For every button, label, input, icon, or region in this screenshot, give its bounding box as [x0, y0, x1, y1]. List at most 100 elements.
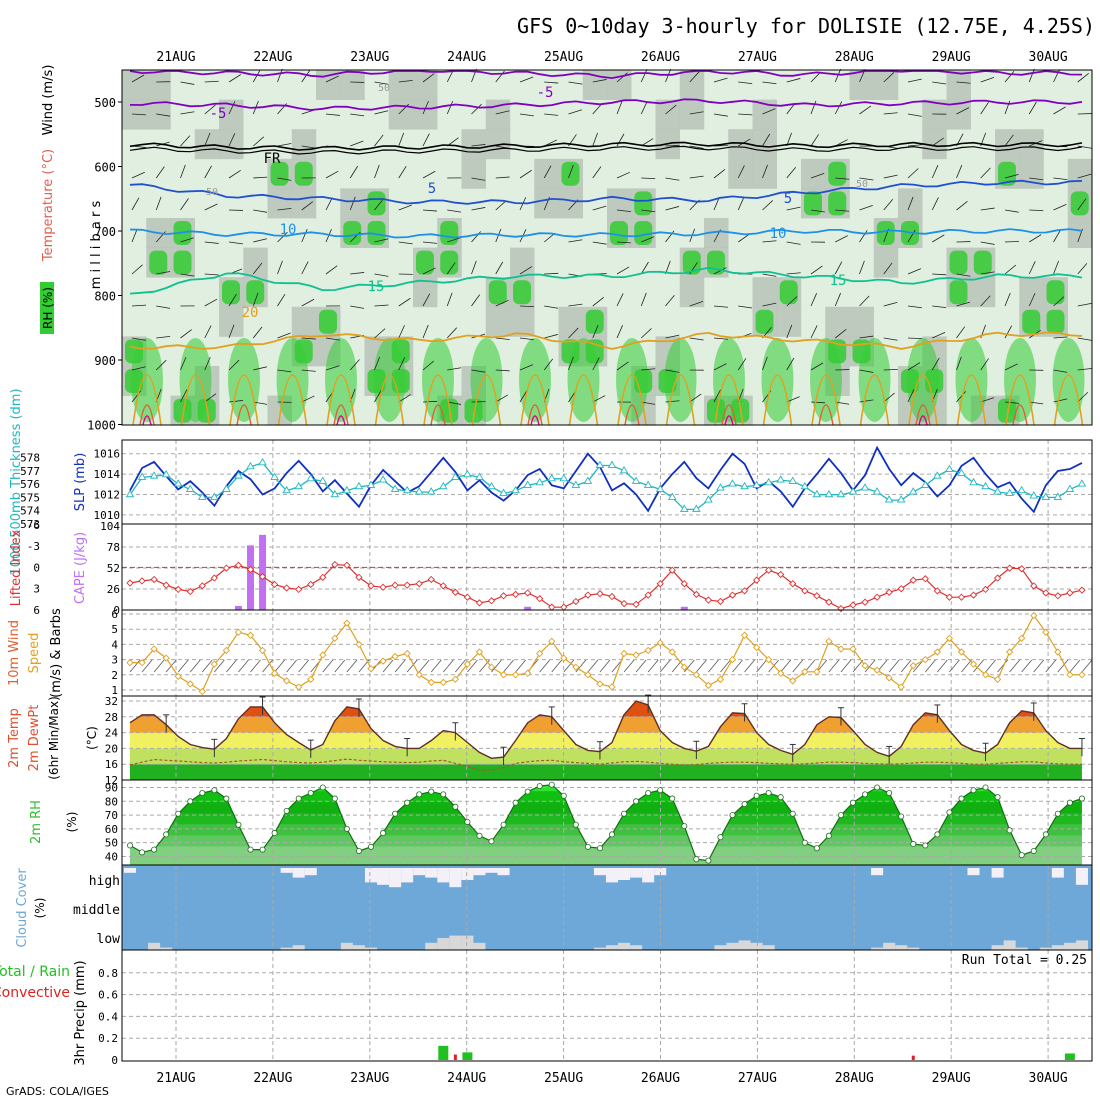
wind10m-panel: 1 2 3 4 5 6 10m Wind Speed (m/s) & Barbs	[7, 608, 1093, 698]
wind-barb	[1077, 302, 1092, 307]
wind-barb	[155, 166, 165, 179]
wind-barb	[422, 170, 436, 179]
wind10-marker	[837, 645, 845, 653]
top-day-labels: 21AUG 22AUG 23AUG 24AUG 25AUG 26AUG 27AUG 28AUG…	[156, 50, 1067, 65]
cloud-low-cell	[425, 942, 438, 950]
wind-barb	[1028, 261, 1036, 275]
wind-barb	[859, 369, 874, 373]
lifted-index-marker	[825, 598, 833, 606]
rh-cell-grey	[219, 129, 244, 160]
wind-barb	[156, 335, 171, 339]
rh2m-marker	[681, 823, 688, 830]
cape-tick-label: 0	[113, 604, 120, 617]
top-day-label: 28AUG	[835, 50, 874, 65]
rh2m-marker	[139, 849, 146, 856]
rh2m-marker	[669, 795, 676, 802]
top-day-label: 29AUG	[932, 50, 971, 65]
lifted-index-marker	[813, 592, 821, 600]
wind-barb	[641, 209, 656, 213]
isotherm-line	[129, 179, 1083, 205]
wind-barb	[374, 164, 380, 179]
rh-label: RH (%)	[41, 287, 55, 329]
rh2m-marker	[693, 856, 700, 863]
wind10-barb	[635, 659, 647, 673]
wind-barb	[1004, 71, 1015, 83]
wind-barb	[1029, 209, 1044, 212]
wind-barb	[1077, 263, 1088, 275]
wind-barb	[883, 392, 895, 403]
lifted-index-marker	[174, 585, 182, 594]
rh-cell-green	[222, 280, 240, 305]
wind10-marker	[825, 637, 833, 645]
wind-barb	[738, 113, 753, 116]
wind-barb	[859, 205, 873, 211]
wind-barb	[180, 164, 186, 179]
li-cape-panel: 0 26 52 78 104 6 3 0 -3 -6 CAPE (J/kg) Lifted Index	[9, 519, 1093, 617]
wind-barb	[1077, 173, 1092, 179]
isotherm-line	[129, 266, 1083, 295]
lifted-index-marker	[415, 580, 423, 588]
wind10-marker	[367, 665, 375, 673]
ytick-label: 700	[94, 225, 116, 239]
rh2m-marker	[705, 857, 712, 864]
wind-barb	[277, 207, 292, 211]
wind-barb	[956, 273, 971, 277]
cloud-low-cell	[449, 935, 462, 950]
wind-barb	[131, 304, 146, 307]
cape-bar	[259, 534, 267, 610]
wind-barb	[156, 113, 171, 117]
rh-cell-grey	[510, 306, 535, 337]
wind-barb	[665, 400, 680, 403]
wind-barb	[592, 241, 607, 245]
lifted-index-marker	[511, 590, 520, 599]
isotherm-20-loop	[665, 374, 696, 426]
cloud-low-cell	[750, 942, 763, 950]
rh-cell-green	[755, 309, 774, 334]
rh-cell-green	[149, 250, 168, 275]
lifted-index-marker	[548, 603, 556, 611]
wind-barb	[398, 204, 412, 211]
rh2m-marker	[910, 841, 917, 848]
rh2m-marker	[621, 810, 628, 817]
precip-tick-label: 0	[111, 1054, 118, 1067]
rh2m-marker	[536, 783, 543, 790]
thickness-marker	[499, 488, 508, 496]
rh-cell-grey	[340, 70, 365, 100]
wind-barb	[762, 356, 768, 371]
lifted-index-marker	[644, 591, 652, 599]
wind10-barb	[250, 659, 261, 673]
wind-barb	[932, 305, 947, 309]
wind-barb	[398, 165, 407, 179]
thickness-marker	[125, 489, 135, 498]
thickness-marker	[848, 487, 858, 495]
wind10-barb	[346, 659, 358, 673]
isotherm-30-loop	[918, 415, 928, 426]
temperature-label: Temperature (°C)	[41, 149, 56, 262]
cloud-low-cell	[630, 945, 643, 950]
rh-cell-green	[513, 280, 531, 305]
wind10-barb	[551, 659, 563, 673]
wind10-marker	[331, 634, 339, 642]
cloud-high-cell	[461, 868, 474, 880]
wind-barb	[834, 68, 841, 83]
wind-barb	[252, 326, 263, 339]
cloud-low-cell	[352, 945, 365, 950]
wind10-barb	[828, 659, 840, 673]
thickness-marker	[619, 465, 629, 474]
rh-plume	[1052, 338, 1085, 422]
rh-cell-green	[585, 309, 604, 334]
temp2m-panel: 12 16 20 24 28 32 2m Temp 2m DewPt (6hr Min/Max)…	[7, 694, 1093, 787]
rh2m-marker	[163, 831, 170, 838]
thickness-marker	[872, 487, 882, 495]
lifted-index-marker	[222, 564, 231, 572]
isotherm-line	[129, 70, 1083, 80]
wind10-marker	[560, 654, 568, 662]
cloud-low-cell	[340, 942, 353, 950]
lifted-index-marker	[355, 573, 363, 581]
temp2m-tick-label: 24	[105, 727, 119, 740]
rh2m-marker	[1006, 827, 1013, 834]
wind-barb	[859, 260, 865, 275]
wind10-marker	[475, 648, 484, 656]
wind-barb	[980, 102, 989, 115]
